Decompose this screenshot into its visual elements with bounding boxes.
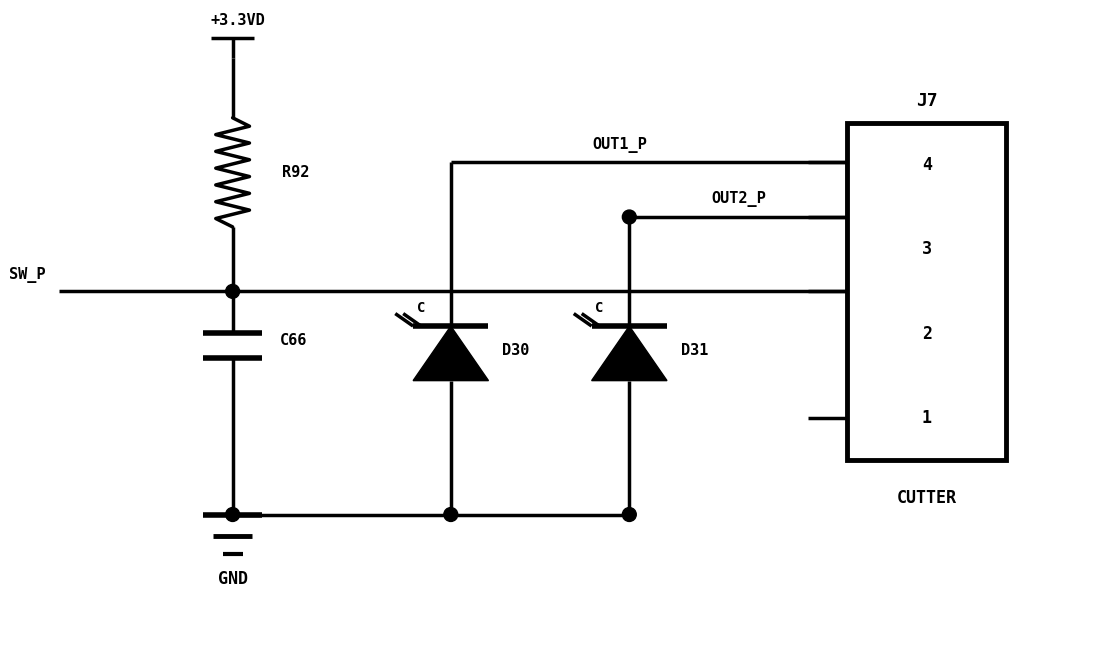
Text: C: C xyxy=(417,301,426,315)
Circle shape xyxy=(622,507,637,521)
Text: D30: D30 xyxy=(502,343,529,358)
Bar xyxy=(848,123,1006,460)
Circle shape xyxy=(444,507,457,521)
Text: 2: 2 xyxy=(922,325,932,342)
Text: CUTTER: CUTTER xyxy=(897,488,957,507)
Polygon shape xyxy=(414,326,489,380)
Text: OUT2_P: OUT2_P xyxy=(711,191,766,207)
Circle shape xyxy=(225,285,240,299)
Text: GND: GND xyxy=(218,570,247,588)
Text: OUT1_P: OUT1_P xyxy=(592,137,647,152)
Text: J7: J7 xyxy=(916,92,938,110)
Text: R92: R92 xyxy=(282,165,310,180)
Text: 1: 1 xyxy=(922,409,932,427)
Text: 4: 4 xyxy=(922,156,932,174)
Text: D31: D31 xyxy=(680,343,708,358)
Circle shape xyxy=(622,210,637,224)
Text: SW_P: SW_P xyxy=(10,266,46,282)
Text: C66: C66 xyxy=(280,333,307,348)
Polygon shape xyxy=(592,326,667,380)
Circle shape xyxy=(225,507,240,521)
Text: 3: 3 xyxy=(922,240,932,258)
Text: +3.3VD: +3.3VD xyxy=(210,13,265,28)
Text: C: C xyxy=(595,301,604,315)
